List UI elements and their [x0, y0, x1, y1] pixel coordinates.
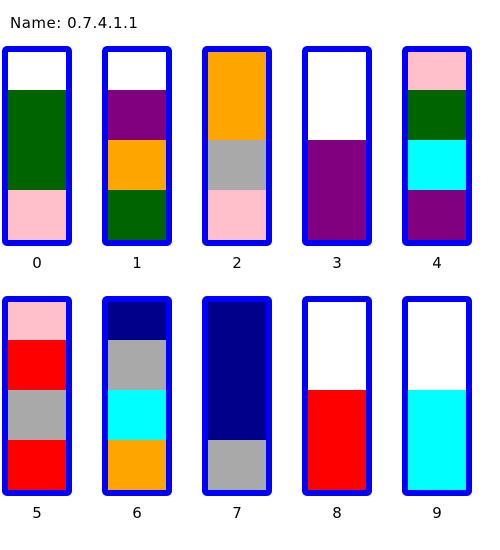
liquid-segment-orange — [208, 52, 266, 90]
liquid-segment-red — [308, 390, 366, 440]
liquid-segment-green — [108, 190, 166, 240]
tube-label: 4 — [432, 254, 442, 272]
liquid-segment-green — [8, 140, 66, 190]
liquid-segment-green — [8, 90, 66, 140]
tube-6[interactable] — [102, 296, 172, 496]
liquid-segment-cyan — [408, 390, 466, 440]
tube-2[interactable] — [202, 46, 272, 246]
liquid-segment-orange — [108, 440, 166, 490]
liquid-segment-navy — [208, 340, 266, 390]
liquid-segment-red — [308, 440, 366, 490]
liquid-segment-navy — [208, 390, 266, 440]
tube-label: 8 — [332, 504, 342, 522]
liquid-segment-cyan — [408, 440, 466, 490]
tube-label: 3 — [332, 254, 342, 272]
liquid-segment-gray — [208, 140, 266, 190]
tube-label: 5 — [32, 504, 42, 522]
liquid-segment-red — [8, 440, 66, 490]
liquid-segment-orange — [108, 140, 166, 190]
tube-label: 6 — [132, 504, 142, 522]
liquid-segment-pink — [8, 302, 66, 340]
tube-label: 9 — [432, 504, 442, 522]
liquid-segment-pink — [408, 52, 466, 90]
puzzle-name: Name: 0.7.4.1.1 — [10, 14, 138, 32]
puzzle-name-label: Name: — [10, 14, 62, 32]
liquid-segment-green — [408, 90, 466, 140]
tube-label: 2 — [232, 254, 242, 272]
tube-3[interactable] — [302, 46, 372, 246]
tube-0[interactable] — [2, 46, 72, 246]
tube-8[interactable] — [302, 296, 372, 496]
liquid-segment-red — [8, 340, 66, 390]
liquid-segment-pink — [208, 190, 266, 240]
tube-7[interactable] — [202, 296, 272, 496]
liquid-segment-purple — [308, 190, 366, 240]
tube-1[interactable] — [102, 46, 172, 246]
tube-label: 7 — [232, 504, 242, 522]
puzzle-name-value: 0.7.4.1.1 — [67, 14, 139, 32]
tube-label: 0 — [32, 254, 42, 272]
liquid-segment-cyan — [408, 140, 466, 190]
liquid-segment-gray — [108, 340, 166, 390]
tube-5[interactable] — [2, 296, 72, 496]
tube-label: 1 — [132, 254, 142, 272]
liquid-segment-navy — [108, 302, 166, 340]
tube-4[interactable] — [402, 46, 472, 246]
liquid-segment-purple — [108, 90, 166, 140]
liquid-segment-cyan — [108, 390, 166, 440]
liquid-segment-gray — [208, 440, 266, 490]
tube-9[interactable] — [402, 296, 472, 496]
liquid-segment-purple — [408, 190, 466, 240]
liquid-segment-navy — [208, 302, 266, 340]
liquid-segment-pink — [8, 190, 66, 240]
liquid-segment-purple — [308, 140, 366, 190]
liquid-segment-orange — [208, 90, 266, 140]
liquid-segment-gray — [8, 390, 66, 440]
